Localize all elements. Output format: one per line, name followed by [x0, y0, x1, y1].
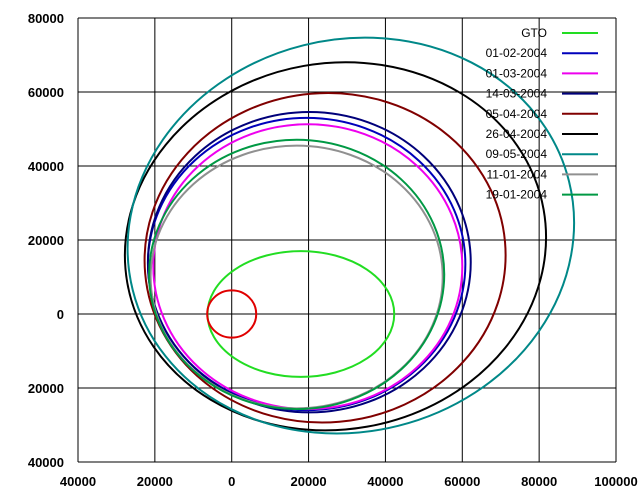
earth-circle: [206, 289, 258, 339]
x-tick-label: 0: [228, 474, 235, 489]
x-tick-label: 20000: [137, 474, 173, 489]
y-tick-label: 0: [57, 307, 64, 322]
x-tick-label: 40000: [367, 474, 403, 489]
orbit-series-5: [123, 61, 548, 432]
orbit-series-3: [146, 110, 472, 414]
orbit-series-8: [148, 138, 446, 411]
y-tick-label: 20000: [28, 381, 64, 396]
legend-label: 05-04-2004: [486, 107, 548, 121]
legend-label: 11-01-2004: [487, 167, 548, 181]
plot-area: [123, 36, 576, 435]
x-tick-label: 40000: [60, 474, 96, 489]
y-tick-label: 40000: [28, 159, 64, 174]
y-tick-label: 60000: [28, 85, 64, 100]
grid: [77, 17, 617, 463]
legend-label: 14-03-2004: [486, 87, 548, 101]
legend-label: 01-02-2004: [486, 46, 548, 60]
y-tick-label: 40000: [28, 455, 64, 470]
legend-label: 09-05-2004: [486, 147, 548, 161]
orbit-series-2: [152, 123, 464, 411]
y-tick-label: 20000: [28, 233, 64, 248]
x-tick-label: 80000: [521, 474, 557, 489]
legend-label: 19-01-2004: [486, 188, 548, 202]
legend-label: GTO: [521, 26, 547, 40]
orbit-series-6: [126, 36, 576, 435]
y-axis-ticks: 40000 20000 0 20000 40000 60000 80000: [28, 11, 64, 470]
x-axis-ticks: 40000 20000 0 20000 40000 60000 80000 100000: [60, 474, 638, 489]
y-tick-label: 80000: [28, 11, 64, 26]
legend-label: 01-03-2004: [486, 66, 548, 80]
x-tick-label: 100000: [594, 474, 637, 489]
orbit-series-4: [143, 91, 507, 424]
legend-label: 26-04-2004: [486, 127, 548, 141]
legend: GTO 01-02-2004 01-03-2004 14-03-2004 05-04-2…: [486, 26, 598, 202]
x-tick-label: 60000: [444, 474, 480, 489]
x-tick-label: 20000: [290, 474, 326, 489]
